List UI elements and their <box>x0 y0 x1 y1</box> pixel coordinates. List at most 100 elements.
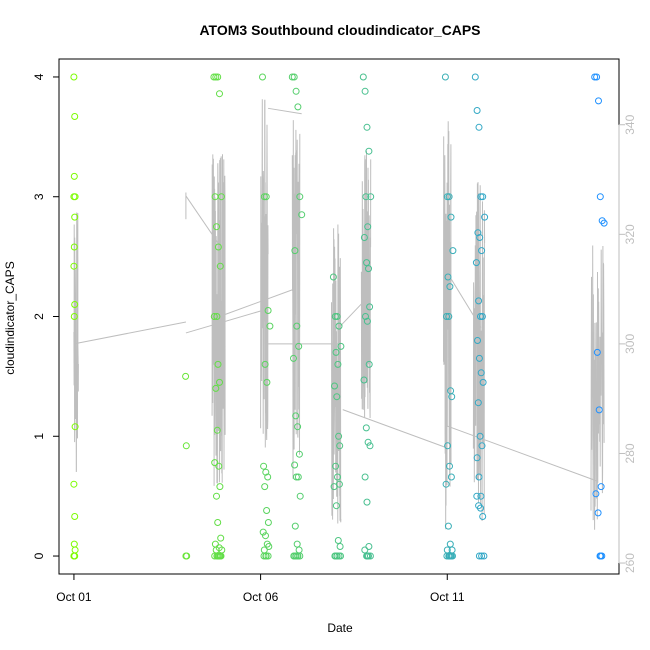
data-point <box>214 360 222 368</box>
data-point <box>479 378 487 386</box>
data-point <box>294 423 302 431</box>
data-point <box>333 393 341 401</box>
data-point <box>363 498 371 506</box>
data-point <box>292 552 300 560</box>
data-point <box>210 313 218 320</box>
data-point <box>475 473 483 481</box>
data-point <box>364 438 372 446</box>
data-point <box>448 393 456 401</box>
data-point <box>288 73 296 81</box>
data-point <box>262 552 270 560</box>
data-point <box>473 454 481 462</box>
data-point <box>296 492 304 500</box>
data-point <box>296 552 304 560</box>
data-point <box>479 513 487 520</box>
data-point <box>264 519 272 526</box>
data-point <box>70 552 78 560</box>
data-point <box>477 492 485 500</box>
line-segment <box>472 182 486 522</box>
data-point <box>478 247 486 255</box>
data-point <box>70 193 78 201</box>
data-point <box>478 552 486 560</box>
data-point <box>334 473 341 481</box>
data-point <box>260 193 268 201</box>
data-point <box>294 103 302 111</box>
line-segment <box>443 121 452 530</box>
data-point <box>70 172 78 180</box>
data-point <box>291 461 299 469</box>
data-point <box>332 502 340 510</box>
data-point <box>216 483 224 491</box>
data-point <box>332 348 340 356</box>
point-series <box>70 73 608 560</box>
data-point <box>472 259 480 267</box>
data-point <box>479 193 487 201</box>
data-point <box>477 313 484 320</box>
data-point <box>441 73 449 81</box>
data-point <box>336 543 344 550</box>
line-segment <box>291 120 301 479</box>
data-point <box>476 432 484 440</box>
data-point <box>593 73 601 81</box>
data-point <box>293 322 301 330</box>
data-point <box>264 473 272 481</box>
data-point <box>213 313 221 320</box>
data-point <box>365 543 373 550</box>
data-point <box>182 372 190 380</box>
data-point <box>295 546 303 554</box>
data-point <box>600 219 608 227</box>
data-point <box>363 123 371 131</box>
data-point <box>182 552 190 560</box>
data-point <box>361 87 369 95</box>
data-point <box>70 480 78 488</box>
data-point <box>446 540 454 548</box>
y-tick-label: 1 <box>32 433 46 440</box>
y-tick-label: 3 <box>32 193 46 200</box>
data-point <box>446 283 454 291</box>
data-point <box>70 73 78 81</box>
data-point <box>335 432 343 440</box>
data-point <box>294 552 302 560</box>
data-point <box>71 113 79 120</box>
data-point <box>264 307 272 314</box>
data-point <box>262 193 270 201</box>
line-segment <box>211 154 226 486</box>
data-point <box>474 229 482 237</box>
line-connector <box>447 425 597 482</box>
data-point <box>474 399 482 407</box>
line-connector <box>219 288 295 317</box>
line-segment <box>590 245 605 530</box>
data-point <box>365 552 372 560</box>
data-point <box>212 73 220 81</box>
data-point <box>446 462 453 470</box>
data-point <box>291 247 299 255</box>
data-point <box>480 552 488 560</box>
data-point <box>447 552 455 560</box>
data-point <box>366 303 374 311</box>
data-point <box>292 412 300 420</box>
data-point <box>71 301 79 308</box>
data-point <box>264 552 272 560</box>
data-point <box>70 313 78 320</box>
data-point <box>365 147 373 155</box>
data-point <box>477 369 485 377</box>
data-point <box>214 243 222 251</box>
chart-title: ATOM3 Southbound cloudindicator_CAPS <box>199 22 480 38</box>
data-point <box>475 123 483 131</box>
data-point <box>260 546 268 554</box>
data-point <box>260 462 268 470</box>
data-point <box>595 97 602 105</box>
data-point <box>593 348 601 356</box>
data-point <box>214 73 222 81</box>
data-point <box>213 223 220 231</box>
data-point <box>367 193 375 201</box>
x-tick-label: Oct 06 <box>243 590 279 604</box>
y2-tick-label: 260 <box>623 553 637 573</box>
data-point <box>330 483 338 491</box>
line-connector <box>73 321 187 345</box>
data-point <box>217 534 225 542</box>
data-point <box>475 354 483 362</box>
axes: 0 1 2 3 4 Oct 01 Oct 06 Oct 11 260 280 300 320 340 <box>32 73 637 604</box>
data-point <box>261 360 269 368</box>
y-axis-label: cloudindicator_CAPS <box>3 261 17 374</box>
